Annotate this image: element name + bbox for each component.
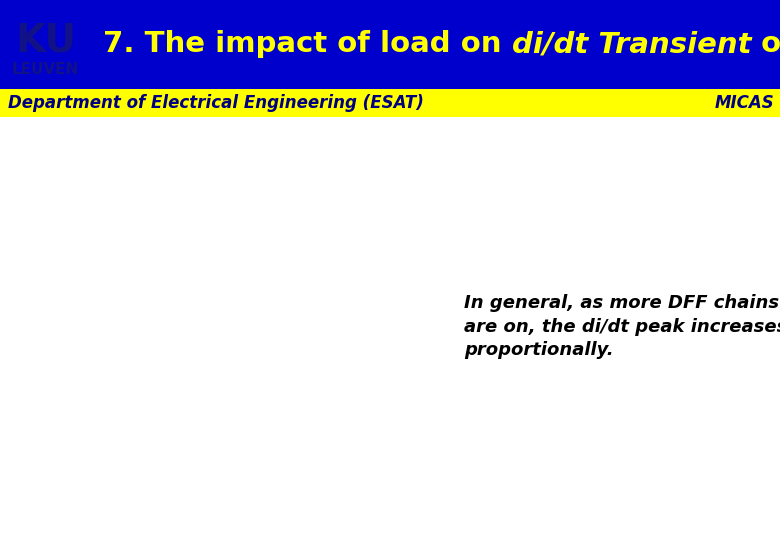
Text: of VDD2: of VDD2	[751, 30, 780, 58]
Text: In general, as more DFF chains
are on, the di/dt peak increases
proportionally.: In general, as more DFF chains are on, t…	[464, 294, 780, 359]
Text: di/dt Transient: di/dt Transient	[512, 30, 751, 58]
Text: 7. The impact of load on: 7. The impact of load on	[103, 30, 512, 58]
Text: LEUVEN: LEUVEN	[12, 62, 80, 77]
Text: Department of Electrical Engineering (ESAT): Department of Electrical Engineering (ES…	[8, 94, 424, 112]
Text: KU: KU	[15, 21, 76, 59]
Text: MICAS: MICAS	[714, 94, 774, 112]
Bar	[0, 89, 780, 117]
Bar	[0, 0, 780, 89]
Bar	[2, 2, 93, 87]
